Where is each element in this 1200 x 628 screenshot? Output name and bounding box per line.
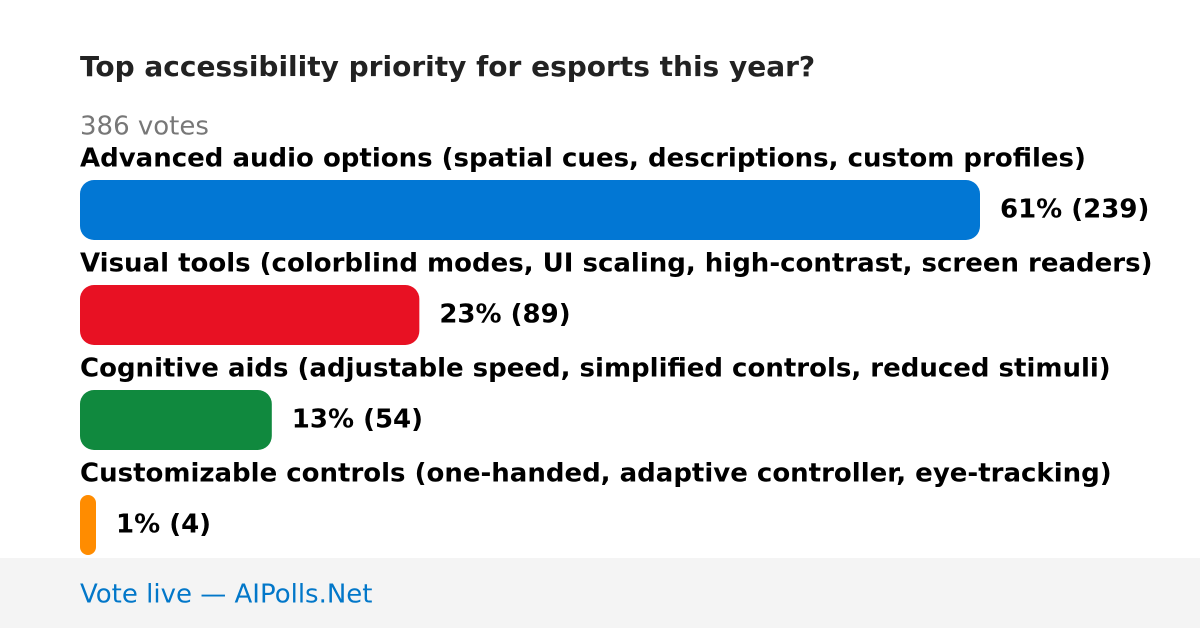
option-label: Visual tools (colorblind modes, UI scali…: [80, 249, 1153, 279]
value-label: 23% (89): [439, 300, 570, 330]
footer-band: [0, 558, 1200, 628]
bar: [80, 180, 980, 240]
vote-count: 386 votes: [80, 112, 209, 142]
option-label: Advanced audio options (spatial cues, de…: [80, 144, 1086, 174]
bar: [80, 390, 272, 450]
value-label: 61% (239): [1000, 195, 1149, 225]
bar: [80, 495, 96, 555]
value-label: 1% (4): [116, 510, 211, 540]
footer-link[interactable]: Vote live — AIPolls.Net: [80, 580, 373, 610]
bar: [80, 285, 420, 345]
option-label: Customizable controls (one-handed, adapt…: [80, 459, 1112, 489]
option-label: Cognitive aids (adjustable speed, simpli…: [80, 354, 1111, 384]
chart-title: Top accessibility priority for esports t…: [80, 50, 815, 83]
value-label: 13% (54): [292, 405, 423, 435]
